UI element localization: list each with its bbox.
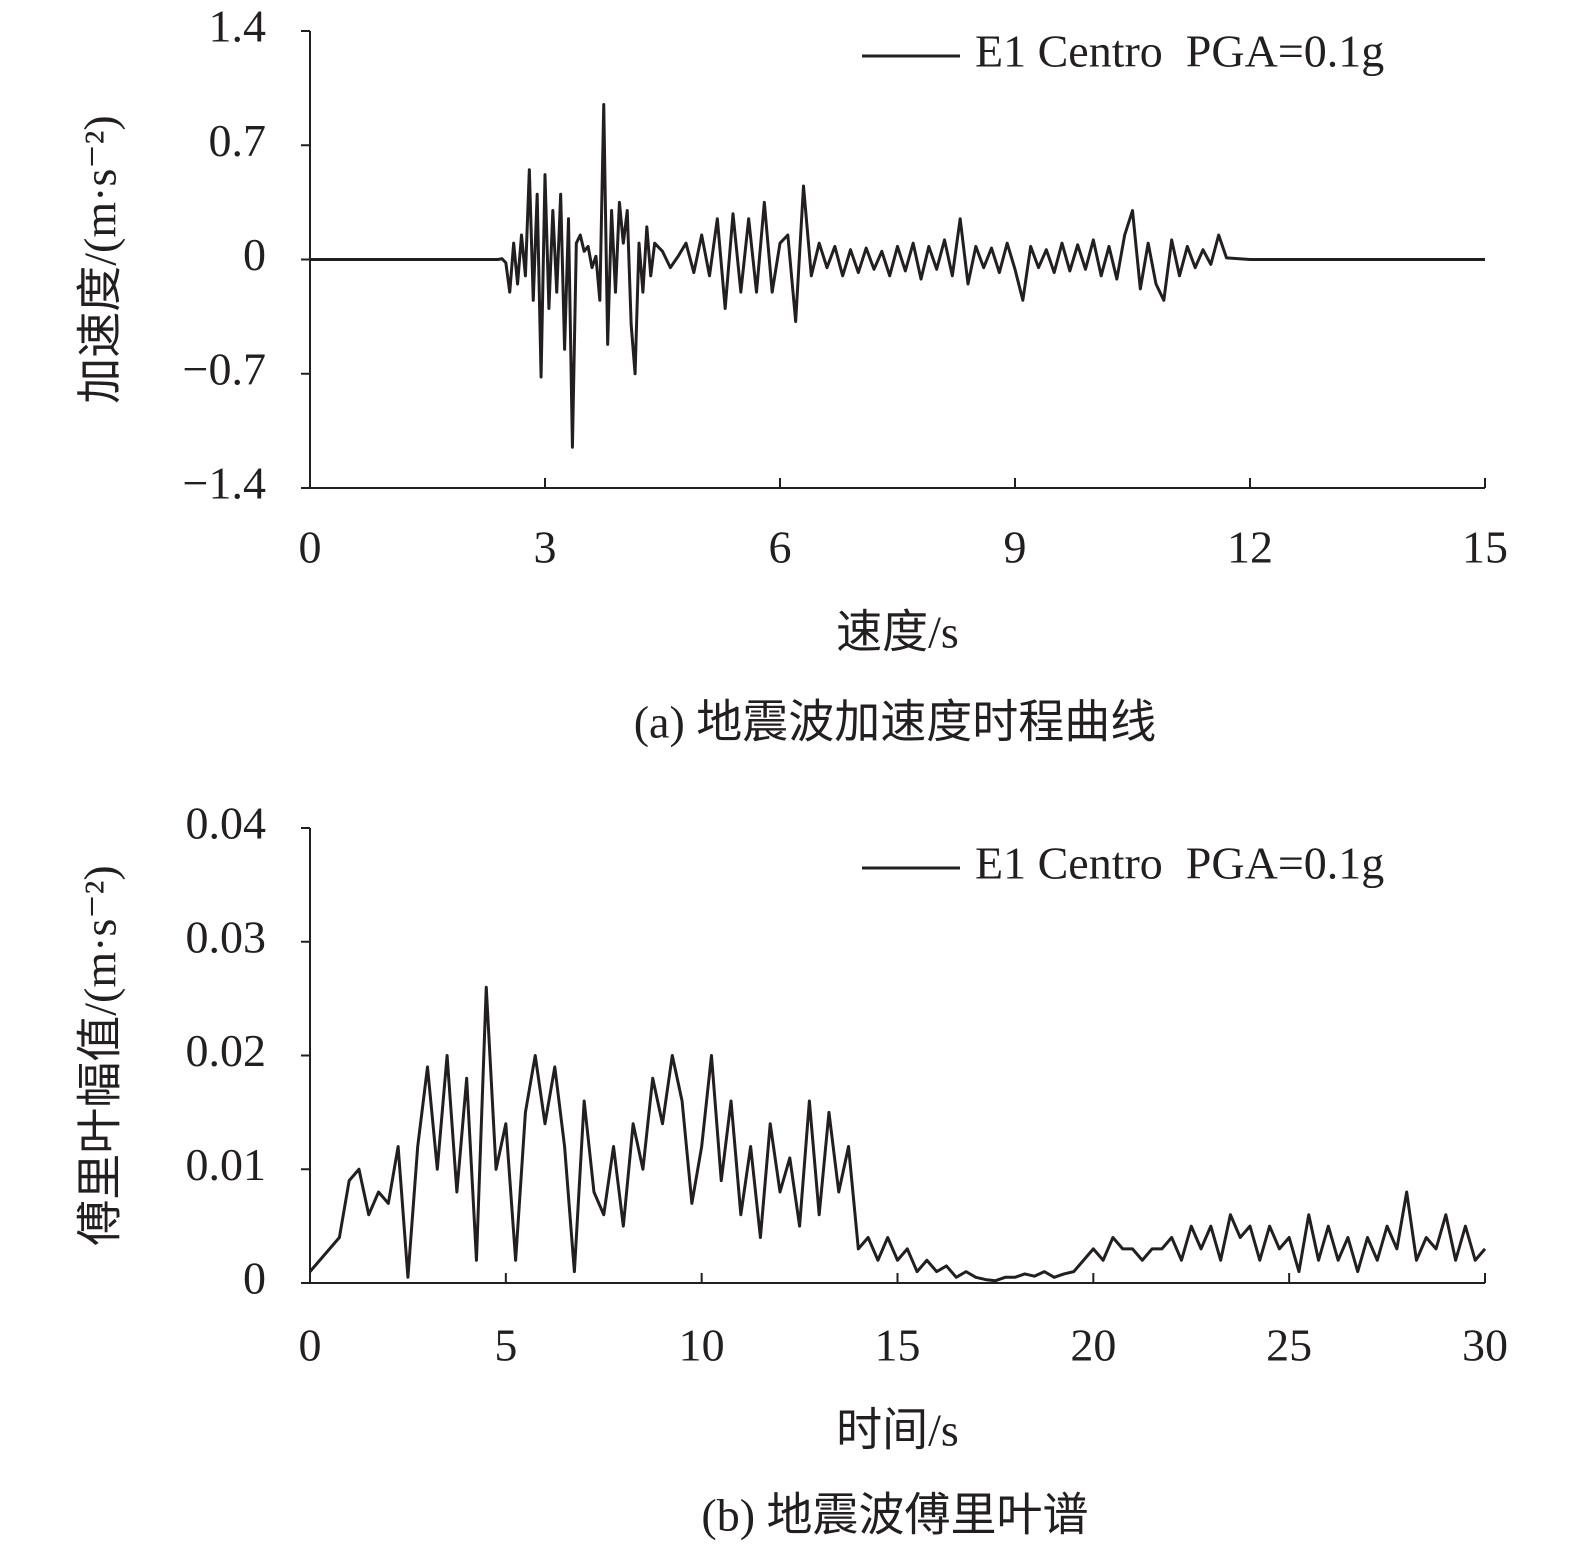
y-tick-label: 0.02 [186,1025,267,1076]
x-tick-label: 6 [769,522,792,573]
y-tick-label: −1.4 [183,458,266,509]
x-tick-label: 20 [1070,1320,1116,1371]
x-tick-label: 25 [1266,1320,1312,1371]
x-tick-label: 30 [1462,1320,1508,1371]
x-axis-label: 时间/s [836,1405,959,1456]
legend-label: E1 Centro PGA=0.1g [975,838,1384,889]
y-axis-label: 加速度/(m·s⁻²) [75,115,126,404]
x-tick-label: 5 [494,1320,517,1371]
y-tick-label: 0.04 [186,798,267,849]
x-tick-label: 10 [679,1320,725,1371]
y-tick-label: 0.01 [186,1139,267,1190]
legend-label: E1 Centro PGA=0.1g [975,26,1384,77]
data-line [310,102,1485,449]
y-tick-label: 1.4 [209,1,267,52]
y-tick-label: −0.7 [183,343,266,394]
y-axis-label: 傅里叶幅值/(m·s⁻²) [75,865,126,1246]
x-tick-label: 3 [534,522,557,573]
x-tick-label: 0 [299,1320,322,1371]
x-tick-label: 12 [1227,522,1273,573]
x-axis-label: 速度/s [836,607,959,658]
y-tick-label: 0.7 [209,115,267,166]
y-tick-label: 0 [243,1253,266,1304]
caption: (b) 地震波傅里叶谱 [701,1490,1088,1541]
data-line [308,985,1487,1283]
y-tick-label: 0 [243,229,266,280]
x-tick-label: 15 [875,1320,921,1371]
x-tick-label: 9 [1004,522,1027,573]
x-tick-label: 15 [1462,522,1508,573]
y-tick-label: 0.03 [186,911,267,962]
caption: (a) 地震波加速度时程曲线 [634,697,1157,748]
x-tick-label: 0 [299,522,322,573]
